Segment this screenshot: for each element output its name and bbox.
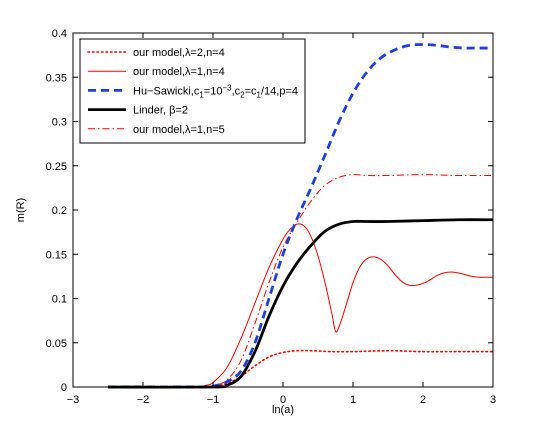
y-tick-label: 0.4 — [52, 28, 67, 40]
x-tick-label: −2 — [137, 394, 150, 406]
y-tick-label: 0.1 — [52, 294, 67, 306]
series-layer — [107, 43, 494, 389]
legend-label-lambda2n4: our model,λ=2,n=4 — [133, 47, 225, 59]
y-tick-label: 0.15 — [46, 249, 67, 261]
x-tick-label: 1 — [350, 394, 356, 406]
y-axis-label: m(R) — [15, 198, 27, 222]
y-tick-label: 0.25 — [46, 161, 67, 173]
series-line-lambda1n4 — [107, 223, 493, 388]
y-tick-label: 0.35 — [46, 72, 67, 84]
series-line-lambda2n4 — [107, 349, 494, 388]
series-line-husawicki — [107, 43, 493, 389]
y-tick-label: 0 — [61, 382, 67, 394]
x-tick-label: 3 — [490, 394, 496, 406]
x-tick-label: −3 — [67, 394, 80, 406]
legend-label-linder: Linder, β=2 — [133, 105, 188, 117]
legend-label-lambda1n4: our model,λ=1,n=4 — [133, 66, 225, 78]
x-tick-label: 0 — [280, 394, 286, 406]
y-tick-label: 0.05 — [46, 338, 67, 350]
series-line-lambda1n5 — [107, 174, 494, 388]
y-tick-label: 0.3 — [52, 117, 67, 129]
legend-label-husawicki: Hu−Sawicki,c1=10−3,c2=c1/14,p=4 — [133, 83, 298, 99]
legend-label-lambda1n5: our model,λ=1,n=5 — [133, 124, 225, 136]
x-axis-label: ln(a) — [272, 404, 294, 416]
x-tick-label: 2 — [420, 394, 426, 406]
x-tick-label: −1 — [207, 394, 220, 406]
axes-layer: −3 −2 −1 0 1 2 3 0 0.05 0.1 0.15 0.2 0.25 0.3 0.35 0.4 — [46, 28, 496, 406]
series-line-linder — [107, 218, 494, 389]
y-tick-label: 0.2 — [52, 205, 67, 217]
legend: our model,λ=2,n=4 our model,λ=1,n=4 Hu−Saw… — [79, 38, 306, 144]
